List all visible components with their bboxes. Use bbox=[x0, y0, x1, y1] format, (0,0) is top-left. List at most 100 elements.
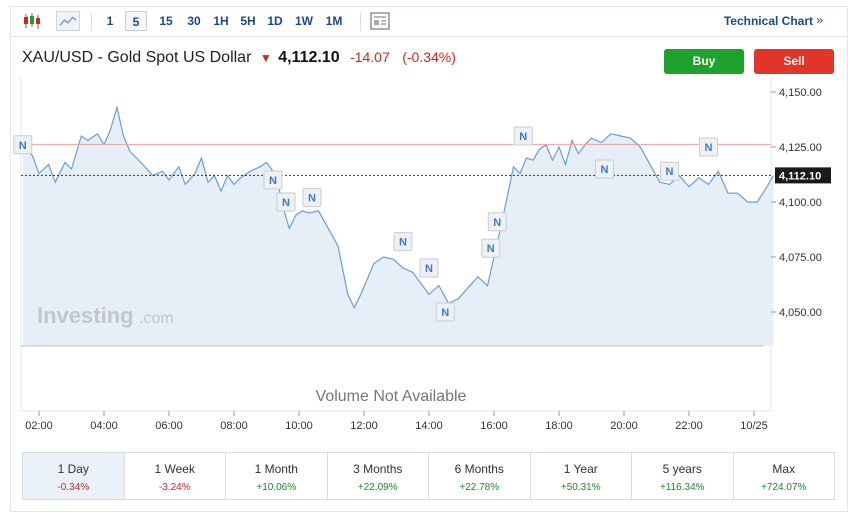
news-marker[interactable]: N bbox=[263, 170, 283, 190]
y-tick-label: 4,075.00 bbox=[779, 252, 822, 264]
x-tick-label: 22:00 bbox=[675, 420, 703, 432]
news-marker-box bbox=[481, 238, 501, 258]
x-tick-label: 08:00 bbox=[220, 420, 248, 432]
timeframe-1h[interactable]: 1H bbox=[213, 14, 229, 28]
period-change: +10.06% bbox=[256, 482, 297, 493]
period-tab-1-month[interactable]: 1 Month +10.06% bbox=[226, 453, 328, 499]
news-marker-label: N bbox=[19, 140, 27, 152]
timeframe-1[interactable]: 1 bbox=[106, 14, 114, 28]
candlestick-chart-icon[interactable] bbox=[22, 11, 44, 31]
chart-widget: 1 5 15 30 1H 5H 1D 1W 1M Technical Chart » XAU/U… bbox=[10, 6, 848, 512]
x-tick-label: 04:00 bbox=[90, 420, 118, 432]
technical-chart-link[interactable]: Technical Chart bbox=[723, 14, 813, 28]
news-marker-box bbox=[263, 170, 283, 190]
x-tick-label: 02:00 bbox=[25, 420, 53, 432]
timeframe-5h[interactable]: 5H bbox=[240, 14, 256, 28]
period-label: 1 Month bbox=[254, 462, 298, 476]
news-marker[interactable]: N bbox=[13, 135, 33, 155]
buy-button[interactable]: Buy bbox=[664, 49, 744, 74]
price-chart[interactable]: Investing .com Volume Not Available 4,15… bbox=[11, 7, 849, 447]
period-tab-1-year[interactable]: 1 Year +50.31% bbox=[531, 453, 632, 499]
news-marker-label: N bbox=[601, 164, 609, 176]
period-label: 1 Day bbox=[57, 462, 89, 476]
price-line bbox=[22, 105, 775, 309]
timeframe-30[interactable]: 30 bbox=[187, 14, 201, 28]
news-marker-label: N bbox=[269, 175, 277, 187]
timeframe-5[interactable]: 5 bbox=[125, 11, 147, 31]
x-tick-label: 10/25 bbox=[740, 420, 768, 432]
price-change: -14.07 bbox=[350, 49, 390, 65]
timeframe-1w[interactable]: 1W bbox=[295, 14, 313, 28]
y-tick-label: 4,050.00 bbox=[779, 307, 822, 319]
y-tick-label: 4,125.00 bbox=[779, 142, 822, 154]
news-marker-label: N bbox=[705, 142, 713, 154]
news-marker[interactable]: N bbox=[481, 238, 501, 258]
period-label: Max bbox=[772, 462, 796, 476]
period-change: -3.24% bbox=[158, 482, 191, 493]
last-price: 4,112.10 bbox=[278, 49, 340, 66]
period-label: 1 Year bbox=[563, 462, 598, 476]
x-tick-label: 18:00 bbox=[545, 420, 573, 432]
period-tab-1-week[interactable]: 1 Week -3.24% bbox=[125, 453, 226, 499]
price-area-fill bbox=[22, 107, 774, 347]
period-tab-max[interactable]: Max +724.07% bbox=[734, 453, 835, 499]
watermark-brand: Investing bbox=[37, 303, 134, 328]
watermark-suffix: .com bbox=[139, 310, 174, 327]
news-marker[interactable]: N bbox=[660, 161, 679, 181]
period-change: +116.34% bbox=[659, 482, 705, 493]
period-change: +724.07% bbox=[761, 482, 807, 493]
x-tick-label: 10:00 bbox=[285, 420, 313, 432]
news-marker[interactable]: N bbox=[487, 212, 507, 232]
news-marker-label: N bbox=[519, 131, 527, 143]
down-arrow-icon: ▼ bbox=[259, 51, 272, 65]
news-marker[interactable]: N bbox=[435, 302, 455, 322]
x-tick-label: 14:00 bbox=[415, 420, 443, 432]
news-marker[interactable]: N bbox=[276, 192, 296, 212]
news-toggle-icon[interactable] bbox=[369, 11, 391, 31]
instrument-title: XAU/USD - Gold Spot US Dollar bbox=[22, 49, 252, 66]
chevron-right-icon: » bbox=[816, 13, 823, 27]
period-change: -0.34% bbox=[57, 482, 90, 493]
news-marker[interactable]: N bbox=[699, 137, 718, 157]
period-change: +50.31% bbox=[560, 482, 601, 493]
news-marker-label: N bbox=[282, 197, 290, 209]
x-tick-label: 20:00 bbox=[610, 420, 638, 432]
volume-not-available-text: Volume Not Available bbox=[316, 388, 467, 405]
news-marker-label: N bbox=[441, 307, 449, 319]
news-marker[interactable]: N bbox=[419, 258, 439, 278]
toolbar-divider bbox=[360, 13, 361, 31]
y-tick-label: 4,150.00 bbox=[779, 87, 822, 99]
period-tab-3-months[interactable]: 3 Months +22.09% bbox=[328, 453, 429, 499]
period-change: +22.78% bbox=[459, 482, 500, 493]
period-tab-6-months[interactable]: 6 Months +22.78% bbox=[429, 453, 531, 499]
news-marker-box bbox=[595, 159, 614, 179]
news-marker[interactable]: N bbox=[302, 188, 322, 208]
period-tab-5-years[interactable]: 5 years +116.34% bbox=[632, 453, 734, 499]
x-tick-label: 16:00 bbox=[480, 420, 508, 432]
timeframe-1m[interactable]: 1M bbox=[325, 14, 343, 28]
sell-button[interactable]: Sell bbox=[754, 49, 834, 74]
news-marker[interactable]: N bbox=[595, 159, 614, 179]
news-marker-box bbox=[419, 258, 439, 278]
area-chart-icon[interactable] bbox=[56, 11, 80, 31]
news-marker-box bbox=[513, 126, 533, 146]
period-tab-1-day[interactable]: 1 Day -0.34% bbox=[23, 453, 125, 499]
news-marker[interactable]: N bbox=[393, 232, 413, 252]
current-price-label: 4,112.10 bbox=[779, 170, 821, 182]
news-marker-box bbox=[13, 135, 33, 155]
current-price-tag bbox=[775, 167, 831, 184]
news-marker[interactable]: N bbox=[513, 126, 533, 146]
news-marker-label: N bbox=[493, 217, 501, 229]
instrument-header: XAU/USD - Gold Spot US Dollar ▼ 4,112.10… bbox=[22, 49, 456, 67]
chart-toolbar: 1 5 15 30 1H 5H 1D 1W 1M Technical Chart » bbox=[11, 7, 847, 37]
period-label: 3 Months bbox=[353, 462, 403, 476]
timeframe-1d[interactable]: 1D bbox=[267, 14, 283, 28]
period-label: 1 Week bbox=[154, 462, 195, 476]
price-change-percent: (-0.34%) bbox=[402, 49, 456, 65]
news-marker-box bbox=[660, 161, 679, 181]
timeframe-15[interactable]: 15 bbox=[159, 14, 173, 28]
news-marker-label: N bbox=[487, 243, 495, 255]
x-tick-label: 06:00 bbox=[155, 420, 183, 432]
news-marker-box bbox=[699, 137, 718, 157]
news-marker-box bbox=[487, 212, 507, 232]
